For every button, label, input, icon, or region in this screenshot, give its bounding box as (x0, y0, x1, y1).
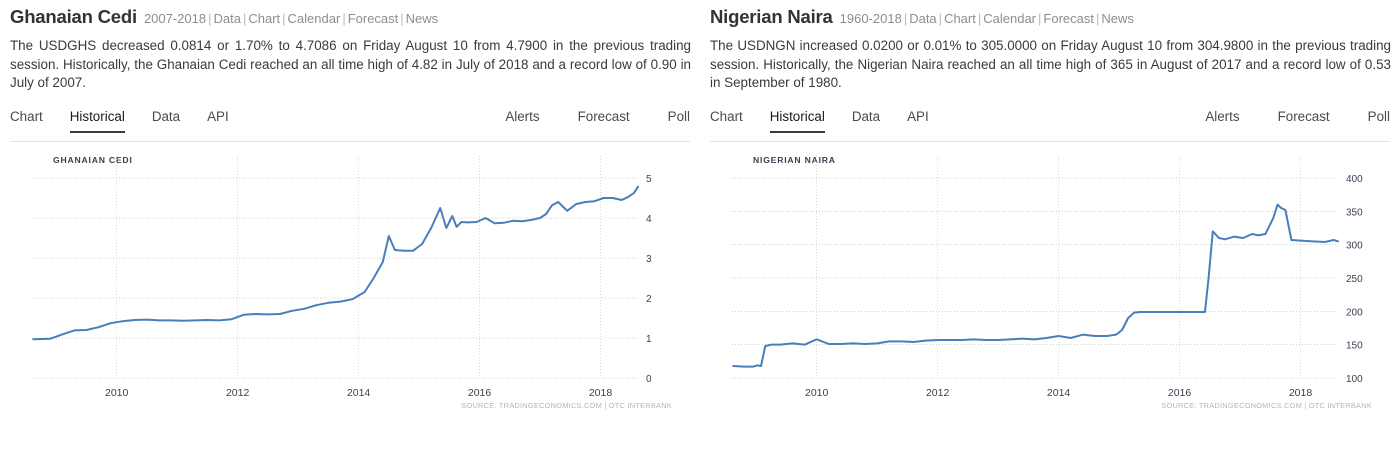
tab-api[interactable]: API (207, 108, 229, 124)
x-axis-tick-label: 2016 (468, 387, 492, 398)
line-chart[interactable]: 100 150 200 250 300 350 400 2010 2012 2014 2016 201… (710, 148, 1390, 398)
y-axis-tick-label: 3 (646, 254, 652, 265)
y-axis-tick-label: 200 (1346, 307, 1363, 318)
y-axis-tick-label: 1 (646, 334, 652, 345)
panel-description: The USDNGN increased 0.0200 or 0.01% to … (710, 38, 1391, 91)
chart-container: NIGERIAN NAIRA 100 150 200 250 300 350 400 2010… (710, 148, 1390, 428)
tab-bar: Chart Historical Data API Alerts Forecas… (10, 109, 690, 142)
header-years: 2007-2018 (143, 11, 207, 26)
line-chart[interactable]: 0 1 2 3 4 5 2010 2012 2014 2016 2018 (10, 148, 690, 398)
y-axis-tick-label: 0 (646, 374, 652, 385)
header-link-forecast[interactable]: Forecast (1043, 11, 1094, 26)
panel-header: Nigerian Naira 1960-2018 | Data | Chart | Cale… (710, 0, 1390, 28)
header-link-chart[interactable]: Chart (248, 11, 281, 26)
header-link-calendar[interactable]: Calendar (287, 11, 341, 26)
tab-forecast[interactable]: Forecast (1277, 108, 1330, 124)
tabs-secondary: Alerts Forecast Poll (467, 109, 690, 133)
tab-poll[interactable]: Poll (667, 108, 690, 124)
y-axis-tick-label: 150 (1346, 340, 1363, 351)
header-link-forecast[interactable]: Forecast (347, 11, 399, 26)
tabs-primary: Chart Historical Data API (10, 109, 256, 133)
y-axis-tick-label: 300 (1346, 240, 1363, 251)
y-axis-tick-label: 100 (1346, 374, 1363, 385)
panel-header: Ghanaian Cedi 2007-2018 | Data | Chart | Calen… (10, 0, 690, 28)
tab-chart[interactable]: Chart (10, 108, 43, 124)
panel-nigerian-naira: Nigerian Naira 1960-2018 | Data | Chart | Cale… (700, 0, 1400, 449)
panel-description: The USDGHS decreased 0.0814 or 1.70% to … (10, 38, 691, 91)
tab-data[interactable]: Data (151, 108, 181, 124)
chart-source-attribution: SOURCE: TRADINGECONOMICS.COM | OTC INTER… (1161, 400, 1372, 410)
x-axis-tick-label: 2018 (1289, 387, 1313, 398)
header-link-data[interactable]: Data (909, 11, 937, 26)
chart-title: GHANAIAN CEDI (53, 154, 133, 165)
x-axis-tick-label: 2018 (589, 387, 613, 398)
y-axis-tick-label: 4 (646, 214, 652, 225)
panel-ghanaian-cedi: Ghanaian Cedi 2007-2018 | Data | Chart | Calen… (10, 0, 691, 428)
x-axis-tick-label: 2012 (926, 387, 950, 398)
header-link-news[interactable]: News (1101, 11, 1134, 26)
x-axis-tick-label: 2014 (347, 387, 371, 398)
header-link-calendar[interactable]: Calendar (983, 11, 1037, 26)
tab-data[interactable]: Data (851, 108, 881, 124)
header-years: 1960-2018 (839, 11, 902, 26)
tabs-primary: Chart Historical Data API (710, 109, 956, 133)
tab-poll[interactable]: Poll (1367, 108, 1390, 124)
chart-source-attribution: SOURCE: TRADINGECONOMICS.COM | OTC INTER… (461, 400, 672, 410)
tab-chart[interactable]: Chart (710, 108, 743, 124)
chart-series-line (732, 203, 1339, 368)
tab-api[interactable]: API (907, 108, 929, 124)
page-title: Ghanaian Cedi (10, 6, 137, 27)
header-meta: 1960-2018 | Data | Chart | Calendar | Forecast | N… (839, 11, 1134, 26)
y-axis-tick-label: 2 (646, 294, 652, 305)
chart-container: GHANAIAN CEDI 0 1 2 3 4 5 2010 2012 2014 2016 2018… (10, 148, 690, 428)
header-link-data[interactable]: Data (213, 11, 241, 26)
header-link-news[interactable]: News (405, 11, 439, 26)
x-axis-tick-label: 2014 (1047, 387, 1071, 398)
tab-alerts[interactable]: Alerts (505, 108, 540, 124)
x-axis-tick-label: 2012 (226, 387, 250, 398)
chart-series-line (32, 185, 639, 340)
header-meta: 2007-2018 | Data | Chart | Calendar | Forecast | N… (143, 11, 439, 26)
y-axis-tick-label: 350 (1346, 207, 1363, 218)
header-link-chart[interactable]: Chart (944, 11, 976, 26)
tab-historical[interactable]: Historical (69, 109, 125, 133)
x-axis-tick-label: 2010 (805, 387, 829, 398)
tabs-secondary: Alerts Forecast Poll (1167, 109, 1390, 133)
page-title: Nigerian Naira (710, 6, 833, 27)
y-axis-tick-label: 250 (1346, 274, 1363, 285)
chart-title: NIGERIAN NAIRA (753, 154, 836, 165)
y-axis-tick-label: 400 (1346, 174, 1363, 185)
x-axis-tick-label: 2010 (105, 387, 129, 398)
tab-bar: Chart Historical Data API Alerts Forecas… (710, 109, 1390, 142)
tab-historical[interactable]: Historical (769, 109, 825, 133)
tab-alerts[interactable]: Alerts (1205, 108, 1240, 124)
x-axis-tick-label: 2016 (1168, 387, 1192, 398)
tab-forecast[interactable]: Forecast (577, 108, 630, 124)
y-axis-tick-label: 5 (646, 174, 652, 185)
